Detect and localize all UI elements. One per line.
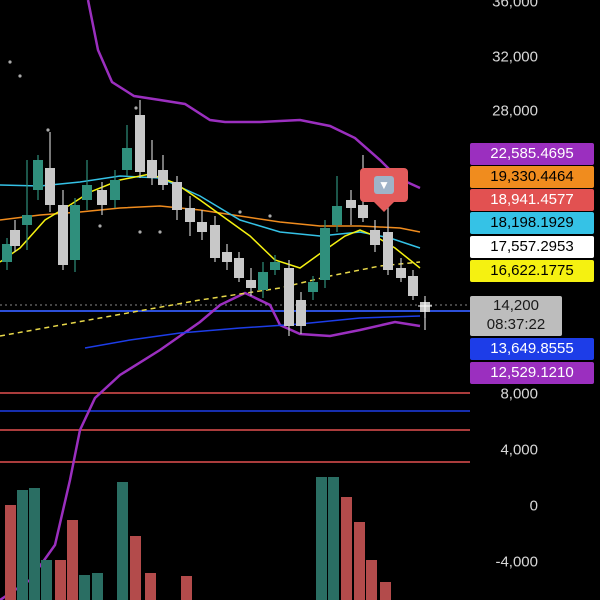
volume-bar	[145, 573, 156, 600]
candle-body	[408, 276, 418, 296]
indicator-dot	[98, 224, 102, 228]
candle-countdown: 08:37:22	[486, 316, 546, 333]
volume-bar	[316, 477, 327, 600]
candle-body	[10, 230, 20, 246]
candle-body	[370, 230, 380, 245]
candle-body	[308, 282, 318, 292]
price-tag-ma-cyan: 18,198.1929	[470, 212, 594, 234]
candle-body	[258, 272, 268, 290]
volume-bar	[67, 520, 78, 600]
candle-body	[197, 222, 207, 232]
sell-signal-flag[interactable]: ▼	[360, 168, 408, 212]
candle-body	[2, 244, 12, 262]
candle-body	[135, 115, 145, 172]
price-tag-ma-white: 17,557.2953	[470, 236, 594, 258]
indicator-dot	[18, 74, 22, 78]
volume-bar	[117, 482, 128, 600]
y-tick-36000: 36,000	[492, 0, 538, 11]
indicator-dot	[138, 230, 142, 234]
candle-body	[172, 182, 182, 210]
price-tag-ma-red: 18,941.4577	[470, 189, 594, 211]
price-tag-ma-orange: 19,330.4464	[470, 166, 594, 188]
volume-bar	[341, 497, 352, 600]
volume-bar	[55, 560, 66, 600]
candle-body	[82, 185, 92, 200]
price-tag-bb-lower: 12,529.1210	[470, 362, 594, 384]
volume-bar	[41, 560, 52, 600]
sell-signal-icon: ▼	[374, 176, 394, 194]
candle-body	[58, 205, 68, 265]
y-tick-4000: 4,000	[500, 441, 538, 459]
current-price: 14,200	[493, 297, 539, 314]
volume-bar	[92, 573, 103, 600]
candle-body	[284, 268, 294, 326]
candle-body	[97, 190, 107, 205]
volume-bar	[29, 488, 40, 600]
price-tag-bb-upper: 22,585.4695	[470, 143, 594, 165]
candle-body	[45, 168, 55, 205]
candle-body	[296, 300, 306, 326]
candle-body	[222, 252, 232, 262]
candle-body	[383, 232, 393, 270]
y-tick-8000: 8,000	[500, 385, 538, 403]
candle-body	[396, 268, 406, 278]
candle-body	[70, 205, 80, 260]
y-tick-neg4000: -4,000	[495, 553, 538, 571]
volume-bar	[366, 560, 377, 600]
current-price-tag: 14,200 08:37:22	[470, 296, 562, 336]
candle-body	[22, 215, 32, 225]
indicator-dot	[8, 60, 12, 64]
volume-bar	[328, 477, 339, 600]
candle-body	[122, 148, 132, 170]
price-tag-ma-yellow: 16,622.1775	[470, 260, 594, 282]
volume-bar	[17, 490, 28, 600]
candle-body	[246, 280, 256, 288]
indicator-dot	[268, 214, 272, 218]
volume-bar	[354, 522, 365, 600]
bb-upper-line	[86, 0, 421, 190]
candle-body	[358, 205, 368, 218]
candle-body	[346, 200, 356, 208]
y-tick-28000: 28,000	[492, 102, 538, 120]
candle-body	[33, 160, 43, 190]
y-tick-32000: 32,000	[492, 48, 538, 66]
volume-bar	[5, 505, 16, 600]
y-tick-0: 0	[529, 497, 538, 515]
volume-bar	[79, 575, 90, 600]
bb-lower-line	[0, 291, 421, 600]
trend-line-dashed	[0, 261, 421, 337]
indicator-dot	[238, 210, 242, 214]
candle-body	[270, 262, 280, 270]
candle-body	[320, 228, 330, 280]
ma-cyan-line	[0, 175, 421, 249]
candle-body	[234, 258, 244, 278]
volume-bar	[181, 576, 192, 600]
candle-body	[158, 170, 168, 185]
volume-bar	[380, 582, 391, 600]
indicator-dot	[46, 128, 50, 132]
candle-body	[110, 180, 120, 200]
candle-body	[332, 206, 342, 225]
candle-body	[210, 225, 220, 258]
indicator-dot	[134, 106, 138, 110]
price-tag-ma-blue: 13,649.8555	[470, 338, 594, 360]
candle-body	[185, 208, 195, 222]
candle-body	[147, 160, 157, 178]
ma-blue-line	[84, 315, 421, 349]
volume-bar	[130, 536, 141, 600]
indicator-dot	[158, 230, 162, 234]
